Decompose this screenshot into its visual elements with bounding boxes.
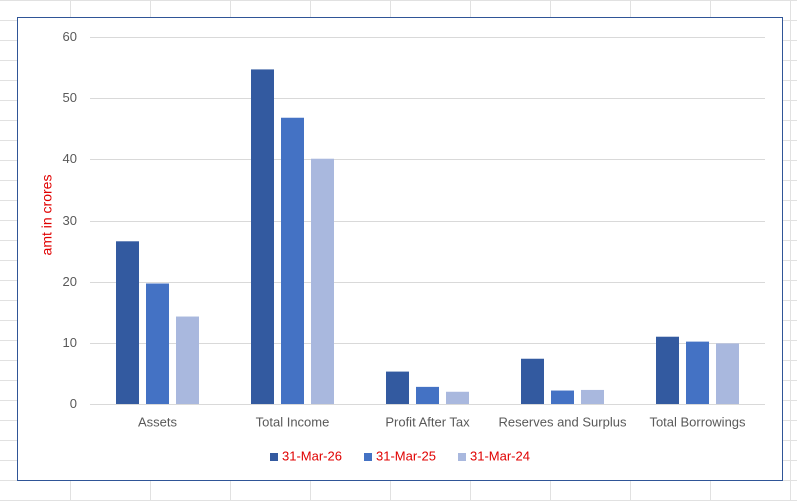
bar [716, 343, 739, 404]
bar [281, 117, 304, 405]
legend-swatch [364, 453, 372, 461]
legend-swatch [458, 453, 466, 461]
y-tick-label: 40 [63, 151, 77, 166]
bar [416, 386, 439, 404]
y-tick-label: 0 [70, 396, 77, 411]
bar [446, 391, 469, 404]
bar [521, 358, 544, 404]
y-axis-label: amt in crores [39, 175, 55, 256]
legend-swatch [270, 453, 278, 461]
legend-label: 31-Mar-25 [376, 448, 436, 463]
x-tick-label: Total Borrowings [649, 414, 746, 429]
bar [146, 283, 169, 404]
bar [311, 158, 334, 404]
bar [551, 390, 574, 404]
x-tick-label: Total Income [256, 414, 330, 429]
x-tick-label: Reserves and Surplus [499, 414, 627, 429]
legend-label: 31-Mar-24 [470, 448, 530, 463]
x-tick-label: Assets [138, 414, 178, 429]
bar [386, 371, 409, 404]
bar [176, 316, 199, 404]
bar [251, 69, 274, 404]
x-tick-label: Profit After Tax [385, 414, 470, 429]
bar [686, 341, 709, 404]
legend-label: 31-Mar-26 [282, 448, 342, 463]
y-tick-label: 10 [63, 335, 77, 350]
y-tick-label: 50 [63, 90, 77, 105]
bar [581, 389, 604, 404]
bar [656, 336, 679, 404]
y-tick-label: 60 [63, 29, 77, 44]
y-tick-label: 20 [63, 274, 77, 289]
y-tick-label: 30 [63, 213, 77, 228]
bar [116, 241, 139, 404]
